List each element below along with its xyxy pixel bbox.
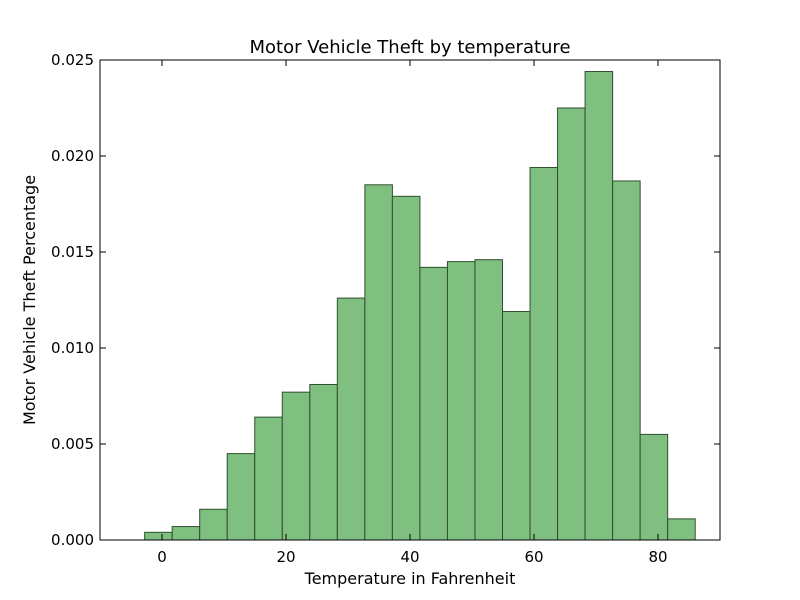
histogram-bar-0 <box>144 531 173 541</box>
x-tick-label-0: 0 <box>157 548 167 566</box>
y-tick-label-5: 0.025 <box>51 51 94 69</box>
y-axis-label: Motor Vehicle Theft Percentage <box>20 175 39 425</box>
x-tick-label-4: 80 <box>648 548 667 566</box>
histogram-bar-11 <box>446 261 476 541</box>
histogram-bar-4 <box>254 416 283 541</box>
ticks-group: 0 20 40 60 80 0.000 0.005 0.010 0.015 0.020 0.025 <box>51 51 720 566</box>
histogram-bar-15 <box>557 107 586 541</box>
y-tick-label-0: 0.000 <box>51 531 94 549</box>
y-tick-label-2: 0.010 <box>51 339 94 357</box>
histogram-bar-19 <box>667 518 696 541</box>
histogram-bar-3 <box>226 453 256 541</box>
bars-group <box>144 71 696 541</box>
histogram-bar-6 <box>309 383 338 541</box>
histogram-bar-9 <box>391 195 421 541</box>
x-axis-label: Temperature in Fahrenheit <box>304 569 516 588</box>
x-tick-label-1: 20 <box>276 548 295 566</box>
histogram-bar-13 <box>502 311 531 541</box>
histogram-bar-17 <box>612 180 641 541</box>
x-tick-label-3: 60 <box>524 548 543 566</box>
histogram-bar-8 <box>364 184 393 541</box>
plot-frame <box>99 59 721 541</box>
histogram-bar-7 <box>336 297 366 541</box>
histogram-bar-10 <box>419 266 448 541</box>
histogram-bar-14 <box>529 167 559 541</box>
chart-title: Motor Vehicle Theft by temperature <box>249 37 570 58</box>
histogram-bar-5 <box>281 391 311 541</box>
histogram-bar-16 <box>584 71 614 541</box>
histogram-bar-12 <box>474 259 504 541</box>
histogram-bar-1 <box>171 526 201 541</box>
y-tick-label-1: 0.005 <box>51 435 94 453</box>
y-tick-label-4: 0.020 <box>51 147 94 165</box>
x-tick-label-2: 40 <box>400 548 419 566</box>
y-tick-label-3: 0.015 <box>51 243 94 261</box>
histogram-bar-2 <box>199 508 228 541</box>
histogram-bar-18 <box>639 433 669 541</box>
